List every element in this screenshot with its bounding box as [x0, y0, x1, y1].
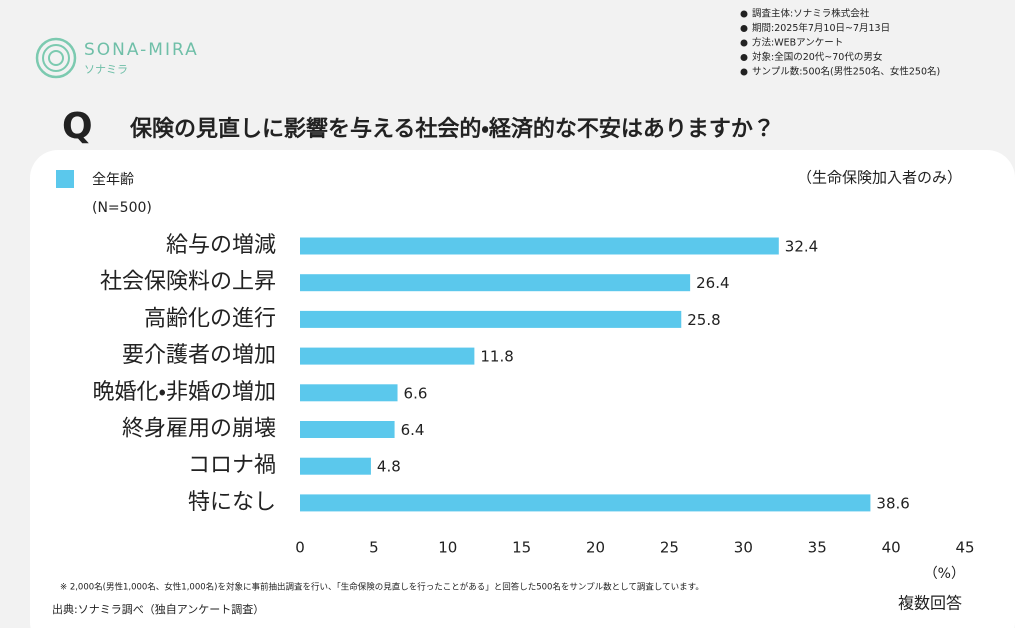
- answer-type: 複数回答: [898, 594, 962, 613]
- y-tick-label: 特になし: [188, 490, 276, 515]
- bullet: [740, 68, 748, 76]
- y-tick-label: 給与の増減: [166, 233, 276, 258]
- bullet: [740, 39, 748, 47]
- x-tick-label: 0: [295, 539, 305, 557]
- value-label: 38.6: [876, 494, 909, 512]
- bar: [300, 457, 371, 475]
- y-tick-label: 晩婚化・非婚の増加: [93, 380, 276, 405]
- y-tick-label: 社会保険料の上昇: [100, 270, 276, 295]
- x-tick-label: 45: [955, 539, 974, 557]
- chart-title: 保険の見直しに影響を与える社会的・経済的な不安はありますか？: [129, 116, 775, 142]
- legend-swatch: [56, 170, 74, 188]
- survey-info: 方法:WEBアンケート: [752, 37, 843, 49]
- value-label: 6.6: [404, 384, 428, 402]
- bullet: [740, 10, 748, 18]
- logo-icon: [35, 37, 77, 79]
- x-tick-label: 15: [512, 539, 531, 557]
- value-label: 11.8: [480, 348, 513, 366]
- legend-label: 全年齢: [92, 172, 134, 188]
- survey-info: 期間:2025年7月10日~7月13日: [752, 22, 890, 34]
- bar: [300, 274, 691, 292]
- footnote: ※ 2,000名(男性1,000名、女性1,000名)を対象に事前抽出調査を行い…: [60, 582, 704, 593]
- x-tick-label: 5: [369, 539, 379, 557]
- bar: [300, 494, 871, 512]
- bar: [300, 384, 398, 402]
- value-label: 4.8: [377, 458, 401, 476]
- x-tick-label: 35: [808, 539, 827, 557]
- y-tick-label: 終身雇用の崩壊: [122, 417, 276, 442]
- x-tick-label: 40: [882, 539, 901, 557]
- source: 出典:ソナミラ調べ（独自アンケート調査）: [52, 602, 264, 616]
- bar: [300, 421, 395, 438]
- value-label: 25.8: [687, 311, 720, 329]
- x-tick-label: 25: [660, 539, 679, 557]
- bar: [300, 310, 682, 328]
- x-unit: （%）: [924, 566, 965, 582]
- logo-name: SONA-MIRA: [84, 40, 199, 60]
- survey-info: 対象:全国の20代~70代の男女: [752, 51, 883, 63]
- value-label: 32.4: [785, 238, 818, 256]
- survey-info: サンプル数:500名(男性250名、女性250名): [752, 66, 940, 78]
- x-tick-label: 10: [438, 539, 457, 557]
- bullet: [740, 25, 748, 32]
- logo-kana: ソナミラ: [84, 63, 128, 76]
- survey-info: 調査主体:ソナミラ株式会社: [752, 8, 870, 20]
- y-tick-label: コロナ禍: [188, 453, 276, 478]
- x-tick-label: 30: [734, 539, 753, 557]
- question-mark: Q: [62, 106, 93, 147]
- y-tick-label: 要介護者の増加: [122, 343, 276, 368]
- x-tick-label: 20: [586, 539, 605, 557]
- note: （生命保険加入者のみ）: [797, 169, 962, 187]
- bullet: [740, 54, 748, 61]
- bar: [300, 237, 779, 255]
- value-label: 26.4: [696, 274, 729, 292]
- sample-size: (N=500): [92, 200, 152, 216]
- value-label: 6.4: [401, 421, 425, 439]
- bar: [300, 347, 475, 365]
- y-tick-label: 高齢化の進行: [144, 306, 276, 331]
